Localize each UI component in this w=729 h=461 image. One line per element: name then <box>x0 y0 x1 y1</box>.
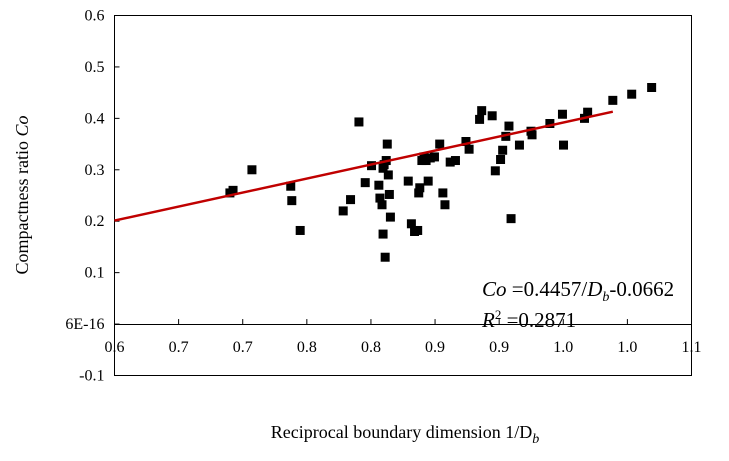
data-point <box>377 200 387 210</box>
data-point <box>464 144 474 154</box>
data-point <box>247 165 257 175</box>
data-point <box>384 189 394 199</box>
data-point <box>378 229 388 239</box>
data-point <box>477 106 487 116</box>
data-point <box>435 139 445 149</box>
data-point <box>413 225 423 235</box>
data-point <box>346 195 356 205</box>
data-point <box>506 214 516 224</box>
data-point <box>295 225 305 235</box>
y-tick-label: 0.3 <box>85 162 105 179</box>
data-point <box>647 83 657 92</box>
data-point <box>423 176 433 186</box>
data-point <box>496 155 506 164</box>
data-point <box>228 185 238 195</box>
data-point <box>374 180 384 190</box>
data-point <box>403 176 413 186</box>
y-tick-label: -0.1 <box>79 368 104 385</box>
y-tick-label: 0.6 <box>85 8 105 25</box>
data-point <box>406 219 416 229</box>
data-point <box>514 140 524 150</box>
y-tick-label: 0.4 <box>85 110 105 127</box>
data-point <box>360 178 370 188</box>
y-tick-label: 0.1 <box>85 265 105 282</box>
x-tick-label: 0.7 <box>233 339 253 356</box>
data-point <box>487 111 497 121</box>
data-point <box>440 200 450 210</box>
y-axis-title: Compactness ratio Co <box>12 116 32 275</box>
data-point <box>445 157 455 167</box>
r-squared-label: R2 =0.2871 <box>481 307 576 332</box>
x-tick-label: 1.0 <box>617 339 637 356</box>
trendline <box>114 110 614 222</box>
data-point <box>559 140 569 150</box>
x-tick-label: 1.0 <box>553 339 573 356</box>
data-point <box>385 212 395 222</box>
tick-marks <box>114 15 692 376</box>
y-tick-label: 0.5 <box>85 59 105 76</box>
data-point <box>608 95 618 105</box>
data-point <box>375 193 385 203</box>
x-tick-label: 0.8 <box>297 339 317 356</box>
data-point <box>583 107 593 117</box>
y-tick-labels: 0.6 0.5 0.4 0.3 0.2 0.1 6E-16 -0.1 <box>65 8 104 385</box>
x-tick-label: 0.9 <box>489 339 509 356</box>
equation-label: Co =0.4457/Db-0.0662 <box>482 277 674 305</box>
data-point <box>490 166 500 176</box>
x-tick-label: 0.9 <box>425 339 445 356</box>
data-point <box>287 196 297 206</box>
data-point <box>383 170 393 180</box>
data-point <box>415 183 425 193</box>
y-tick-label: 6E-16 <box>65 316 104 333</box>
plot-frame <box>114 15 692 376</box>
data-point <box>450 156 460 166</box>
data-point <box>338 206 348 216</box>
data-point <box>461 137 471 146</box>
y-tick-label: 0.2 <box>85 213 105 230</box>
data-point <box>438 188 448 198</box>
x-tick-labels: 0.6 0.7 0.7 0.8 0.8 0.9 0.9 1.0 1.0 1.1 <box>105 339 702 356</box>
data-point <box>498 145 508 155</box>
data-point <box>627 89 637 99</box>
x-axis-title: Reciprocal boundary dimension 1/Db <box>271 422 539 447</box>
data-point <box>557 109 567 119</box>
data-point <box>527 130 537 140</box>
x-tick-label: 0.6 <box>105 339 125 356</box>
data-points <box>225 83 657 262</box>
data-point <box>475 114 485 124</box>
x-tick-label: 1.1 <box>682 339 702 356</box>
data-point <box>286 181 296 191</box>
data-point <box>354 117 364 127</box>
data-point <box>504 121 514 131</box>
data-point <box>429 152 439 162</box>
x-tick-label: 0.7 <box>169 339 189 356</box>
data-point <box>380 252 390 262</box>
x-tick-label: 0.8 <box>361 339 381 356</box>
data-point <box>545 119 555 128</box>
data-point <box>414 188 424 198</box>
data-point <box>382 139 392 149</box>
